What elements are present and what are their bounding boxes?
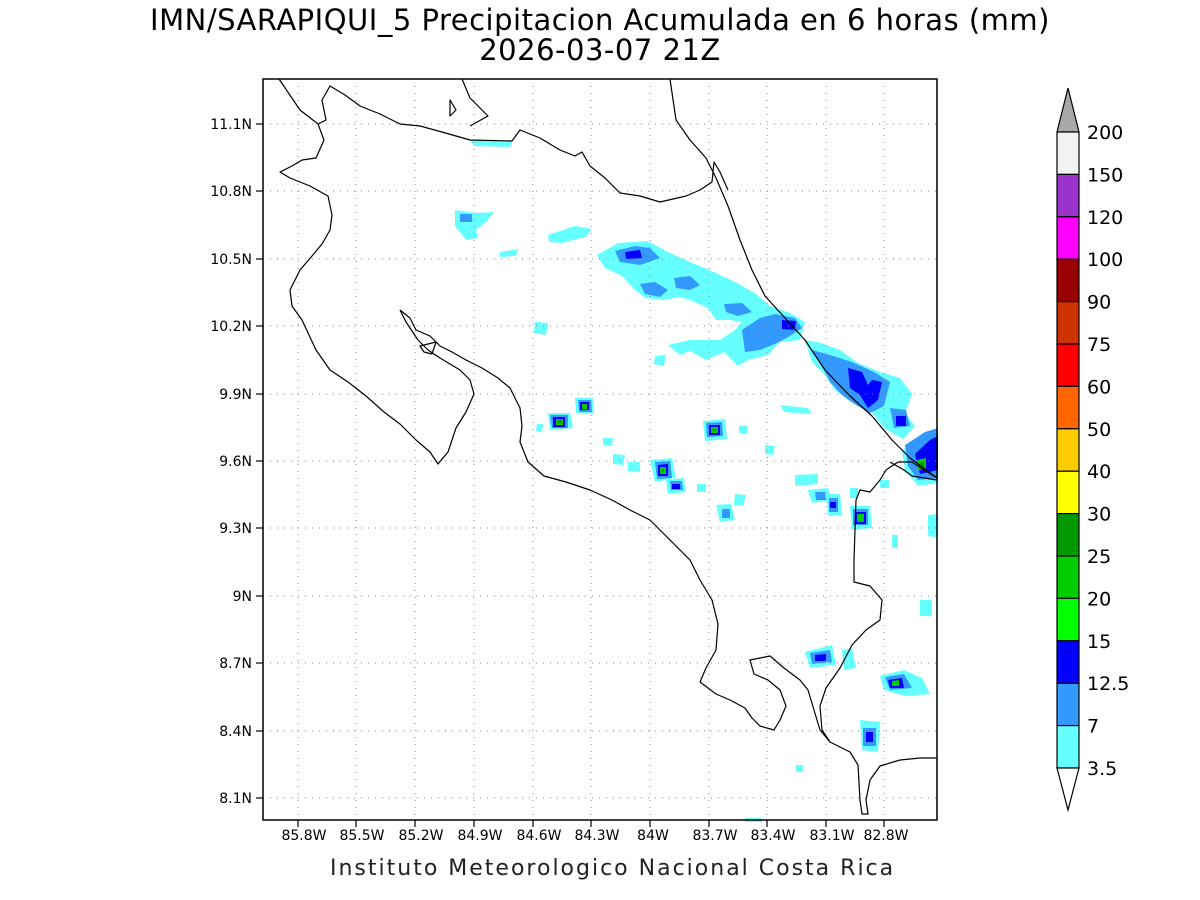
legend-swatch — [1056, 597, 1080, 642]
legend-swatch — [1056, 216, 1080, 260]
lon-tick-label: 85.2W — [398, 828, 443, 844]
footer-credit: Instituto Meteorologico Nacional Costa R… — [330, 856, 896, 881]
legend-swatch — [1056, 682, 1080, 727]
legend-swatch — [1056, 470, 1080, 515]
legend-swatch — [1056, 301, 1080, 345]
legend-label: 60 — [1087, 376, 1111, 398]
coastlines-borders — [278, 78, 938, 815]
legend-swatch — [1056, 640, 1080, 684]
legend-swatch — [1056, 428, 1080, 472]
legend-swatch — [1056, 385, 1080, 430]
lon-tick-label: 84.9W — [457, 828, 502, 844]
legend-label: 12.5 — [1087, 673, 1129, 695]
color-legend: 200 150 120 100 90 75 60 50 40 30 25 20 15 12.5 7 3.5 — [1056, 87, 1129, 813]
map-valid-time: 2026-03-07 21Z — [479, 33, 721, 67]
legend-label: 20 — [1087, 588, 1111, 610]
graticule — [263, 79, 937, 820]
legend-swatch — [1056, 343, 1080, 388]
legend-label: 7 — [1087, 716, 1099, 738]
legend-swatch — [1056, 555, 1080, 600]
lat-tick-label: 8.4N — [219, 724, 252, 740]
legend-label: 150 — [1087, 164, 1123, 186]
lat-tick-label: 10.5N — [210, 252, 252, 268]
lat-tick-label: 9N — [233, 589, 252, 605]
lat-tick-label: 8.7N — [219, 656, 252, 672]
legend-label: 3.5 — [1087, 758, 1117, 780]
lon-tick-label: 85.8W — [281, 828, 326, 844]
lon-tick-label: 84.6W — [516, 828, 561, 844]
legend-label: 200 — [1087, 122, 1123, 144]
legend-label: 30 — [1087, 504, 1111, 526]
legend-label: 100 — [1087, 249, 1123, 271]
lat-tick-label: 9.9N — [219, 387, 252, 403]
legend-label: 75 — [1087, 334, 1111, 356]
lon-tick-label: 85.5W — [339, 828, 384, 844]
legend-label: 90 — [1087, 292, 1111, 314]
legend-swatch — [1056, 258, 1080, 303]
legend-label: 40 — [1087, 461, 1111, 483]
lat-tick-label: 10.8N — [210, 184, 252, 200]
map-frame — [262, 78, 938, 821]
legend-swatch — [1056, 173, 1080, 218]
legend-label: 25 — [1087, 546, 1111, 568]
legend-swatch — [1056, 131, 1080, 176]
lon-tick-label: 83.7W — [692, 828, 737, 844]
legend-swatch — [1056, 724, 1080, 769]
lon-tick-label: 84.3W — [574, 828, 619, 844]
legend-label: 120 — [1087, 207, 1123, 229]
lon-tick-label: 83.1W — [809, 828, 854, 844]
lon-tick-label: 82.8W — [863, 828, 908, 844]
lon-tick-label: 83.4W — [750, 828, 795, 844]
lat-tick-label: 11.1N — [210, 117, 252, 133]
lat-tick-label: 9.6N — [219, 454, 252, 470]
lat-tick-label: 10.2N — [210, 319, 252, 335]
legend-swatch — [1056, 512, 1080, 557]
lat-tick-label: 9.3N — [219, 521, 252, 537]
legend-overflow-arrow — [1056, 87, 1080, 133]
map-title: IMN/SARAPIQUI_5 Precipitacion Acumulada … — [150, 3, 1050, 37]
lon-tick-label: 84W — [637, 828, 669, 844]
legend-label: 15 — [1087, 631, 1111, 653]
legend-label: 50 — [1087, 419, 1111, 441]
lat-tick-label: 8.1N — [219, 791, 252, 807]
precipitation-field — [455, 140, 938, 822]
legend-underflow-arrow — [1056, 767, 1080, 813]
